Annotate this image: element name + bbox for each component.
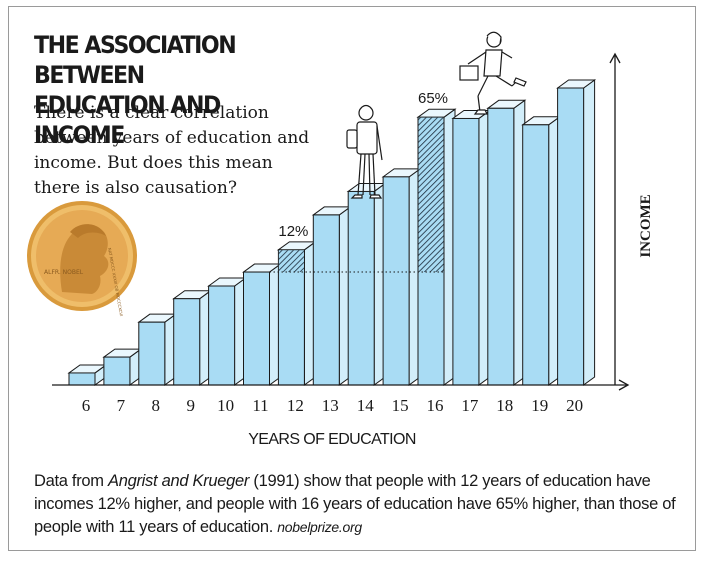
businesswoman-figure-icon — [459, 31, 527, 115]
title-line-1: THE ASSOCIATION BETWEEN — [34, 31, 237, 89]
x-tick-label: 19 — [531, 396, 548, 415]
x-tick-label: 12 — [287, 396, 304, 415]
y-axis-arrow — [609, 52, 621, 64]
bar-front — [452, 117, 480, 386]
title-line-2: EDUCATION AND INCOME — [34, 91, 221, 149]
bar-13 — [311, 205, 352, 386]
annotation-label-16: 65% — [418, 90, 448, 107]
bar-front — [312, 214, 340, 386]
bar-front — [243, 271, 270, 386]
x-tick-label: 18 — [496, 396, 513, 415]
medal-text-left: ALFR. NOBEL — [44, 269, 84, 276]
bar-14 — [346, 182, 387, 386]
annotation-label-12: 12% — [278, 223, 308, 240]
bar-11 — [241, 263, 283, 386]
bars-group — [67, 79, 597, 386]
x-tick-label: 13 — [322, 396, 339, 415]
x-tick-label: 9 — [186, 396, 195, 415]
bar-hatched-gain — [418, 117, 444, 273]
bar-16 — [416, 108, 457, 386]
annotations: 12% 65% — [278, 90, 448, 240]
chart-title: THE ASSOCIATION BETWEEN EDUCATION AND IN… — [34, 30, 310, 150]
nobel-medal-icon: ALFR. NOBEL NAT MDCCC XXXIII OB MDCCCXCV… — [27, 201, 137, 317]
x-axis-arrow — [618, 379, 630, 391]
bar-hatched-gain — [278, 250, 304, 273]
bar-10 — [207, 277, 248, 386]
bar-6 — [67, 363, 108, 386]
bar-side — [583, 79, 596, 386]
x-axis-label: YEARS OF EDUCATION — [248, 431, 416, 448]
chart-subtitle: There is a clear correlation between yea… — [34, 103, 310, 198]
x-tick-label: 20 — [566, 396, 583, 415]
bar-front — [487, 107, 515, 386]
x-tick-labels: 6 7 8 9 10 11 12 13 14 15 16 17 18 19 20 — [82, 396, 583, 415]
bar-12 — [276, 240, 317, 386]
caption-authors: Angrist and Krueger — [108, 472, 250, 490]
bar-front — [103, 356, 131, 386]
student-figure-icon — [346, 104, 383, 199]
x-tick-label: 10 — [217, 396, 234, 415]
bar-18 — [486, 99, 527, 386]
bar-8 — [137, 313, 178, 386]
bar-7 — [102, 348, 143, 386]
bar-19 — [521, 115, 562, 386]
x-tick-label: 14 — [357, 396, 375, 415]
bar-front — [173, 298, 201, 386]
caption-source: nobelprize.org — [277, 519, 362, 535]
bar-20 — [556, 79, 597, 386]
caption-part-2: (1991) show that people with 12 years of… — [34, 472, 676, 536]
axes — [52, 52, 630, 391]
x-tick-label: 8 — [152, 396, 161, 415]
bar-9 — [172, 289, 213, 386]
bar-17 — [451, 109, 492, 386]
x-tick-label: 7 — [117, 396, 126, 415]
chart-caption: Data from Angrist and Krueger (1991) sho… — [34, 470, 689, 539]
bar-front — [522, 124, 550, 386]
caption-part-1: Data from — [34, 472, 109, 490]
x-tick-label: 17 — [461, 396, 479, 415]
bar-15 — [381, 167, 422, 386]
bar-front — [557, 87, 585, 386]
x-tick-label: 15 — [392, 396, 409, 415]
bar-front — [382, 176, 410, 386]
x-tick-label: 11 — [252, 396, 268, 415]
x-tick-label: 16 — [427, 396, 444, 415]
bar-front — [347, 190, 375, 386]
bar-front — [68, 372, 96, 386]
bar-front — [208, 285, 236, 386]
bar-front — [138, 321, 166, 386]
x-tick-label: 6 — [82, 396, 91, 415]
y-axis-label: INCOME — [638, 194, 654, 257]
